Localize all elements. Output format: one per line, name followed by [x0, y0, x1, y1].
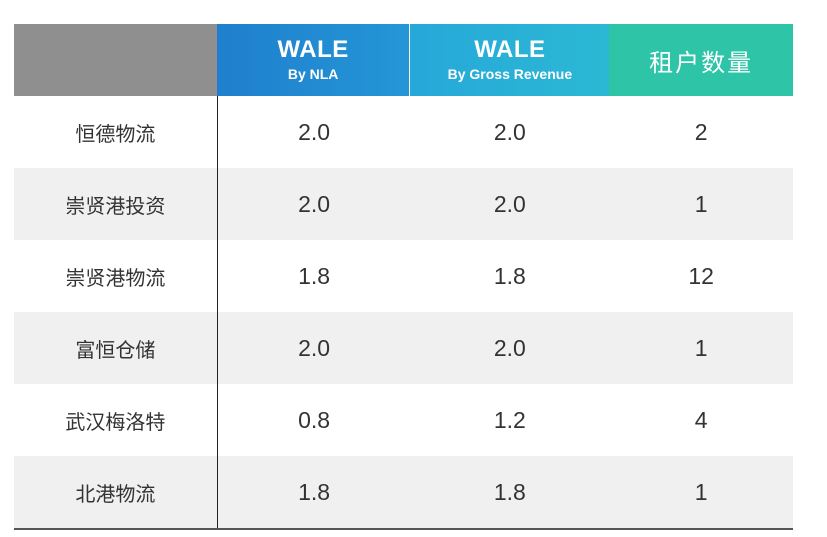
row-tenant-count: 1 [694, 478, 708, 505]
row-tenant-count: 1 [694, 334, 708, 361]
table-row: 富恒仓储 2.0 2.0 1 [14, 312, 793, 384]
table-row: 武汉梅洛特 0.8 1.2 4 [14, 384, 793, 456]
header-tenant-count-title: 租户数量 [649, 48, 754, 77]
row-wale-nla: 1.8 [298, 262, 331, 289]
row-tenant-count: 4 [694, 406, 708, 433]
row-wale-nla: 2.0 [298, 190, 331, 217]
row-nla-cell: 2.0 [218, 168, 411, 240]
row-gross-cell: 1.8 [410, 240, 609, 312]
row-tenants-cell: 2 [609, 96, 793, 168]
row-name-cell: 崇贤港投资 [14, 168, 218, 240]
header-wale-gross-subtitle: By Gross Revenue [447, 66, 573, 82]
row-name-cell: 武汉梅洛特 [14, 384, 218, 456]
row-wale-gross: 2.0 [493, 334, 526, 361]
row-tenants-cell: 1 [609, 312, 793, 384]
row-tenant-count: 12 [688, 262, 714, 289]
row-name: 北港物流 [75, 481, 156, 506]
row-wale-gross: 1.8 [493, 478, 526, 505]
table-row: 恒德物流 2.0 2.0 2 [14, 96, 793, 168]
row-gross-cell: 2.0 [410, 312, 609, 384]
header-empty-cell [14, 24, 217, 96]
wale-table: WALE By NLA WALE By Gross Revenue 租户数量 恒… [14, 24, 793, 530]
row-gross-cell: 2.0 [410, 168, 609, 240]
row-wale-nla: 0.8 [298, 406, 331, 433]
row-name: 崇贤港物流 [65, 265, 166, 290]
row-wale-gross: 2.0 [493, 118, 526, 145]
header-tenant-count: 租户数量 [609, 24, 793, 96]
row-wale-nla: 2.0 [298, 118, 331, 145]
row-wale-nla: 2.0 [298, 334, 331, 361]
row-tenants-cell: 1 [609, 168, 793, 240]
row-name: 武汉梅洛特 [65, 409, 166, 434]
header-wale-nla: WALE By NLA [216, 24, 410, 96]
row-tenant-count: 1 [694, 190, 708, 217]
header-wale-nla-subtitle: By NLA [287, 66, 339, 82]
table-bottom-rule [14, 528, 793, 530]
row-tenants-cell: 4 [609, 384, 793, 456]
row-tenants-cell: 1 [609, 456, 793, 528]
row-nla-cell: 1.8 [218, 456, 411, 528]
row-name: 富恒仓储 [75, 337, 156, 362]
row-gross-cell: 1.8 [410, 456, 609, 528]
table-header-row: WALE By NLA WALE By Gross Revenue 租户数量 [14, 24, 793, 96]
table-row: 崇贤港物流 1.8 1.8 12 [14, 240, 793, 312]
row-name: 恒德物流 [75, 121, 156, 146]
row-name-cell: 恒德物流 [14, 96, 218, 168]
row-tenant-count: 2 [694, 118, 708, 145]
row-name: 崇贤港投资 [65, 193, 166, 218]
row-tenants-cell: 12 [609, 240, 793, 312]
header-wale-gross-title: WALE [474, 36, 546, 63]
row-wale-gross: 1.2 [493, 406, 526, 433]
row-name-cell: 富恒仓储 [14, 312, 218, 384]
row-name-cell: 北港物流 [14, 456, 218, 528]
row-nla-cell: 0.8 [218, 384, 411, 456]
row-gross-cell: 2.0 [410, 96, 609, 168]
header-wale-gross-revenue: WALE By Gross Revenue [409, 24, 610, 96]
row-gross-cell: 1.2 [410, 384, 609, 456]
row-wale-gross: 2.0 [493, 190, 526, 217]
header-wale-nla-title: WALE [277, 36, 349, 63]
row-wale-nla: 1.8 [298, 478, 331, 505]
row-nla-cell: 2.0 [218, 312, 411, 384]
row-wale-gross: 1.8 [493, 262, 526, 289]
row-name-cell: 崇贤港物流 [14, 240, 218, 312]
table-row: 崇贤港投资 2.0 2.0 1 [14, 168, 793, 240]
row-nla-cell: 1.8 [218, 240, 411, 312]
row-nla-cell: 2.0 [218, 96, 411, 168]
table-row: 北港物流 1.8 1.8 1 [14, 456, 793, 528]
